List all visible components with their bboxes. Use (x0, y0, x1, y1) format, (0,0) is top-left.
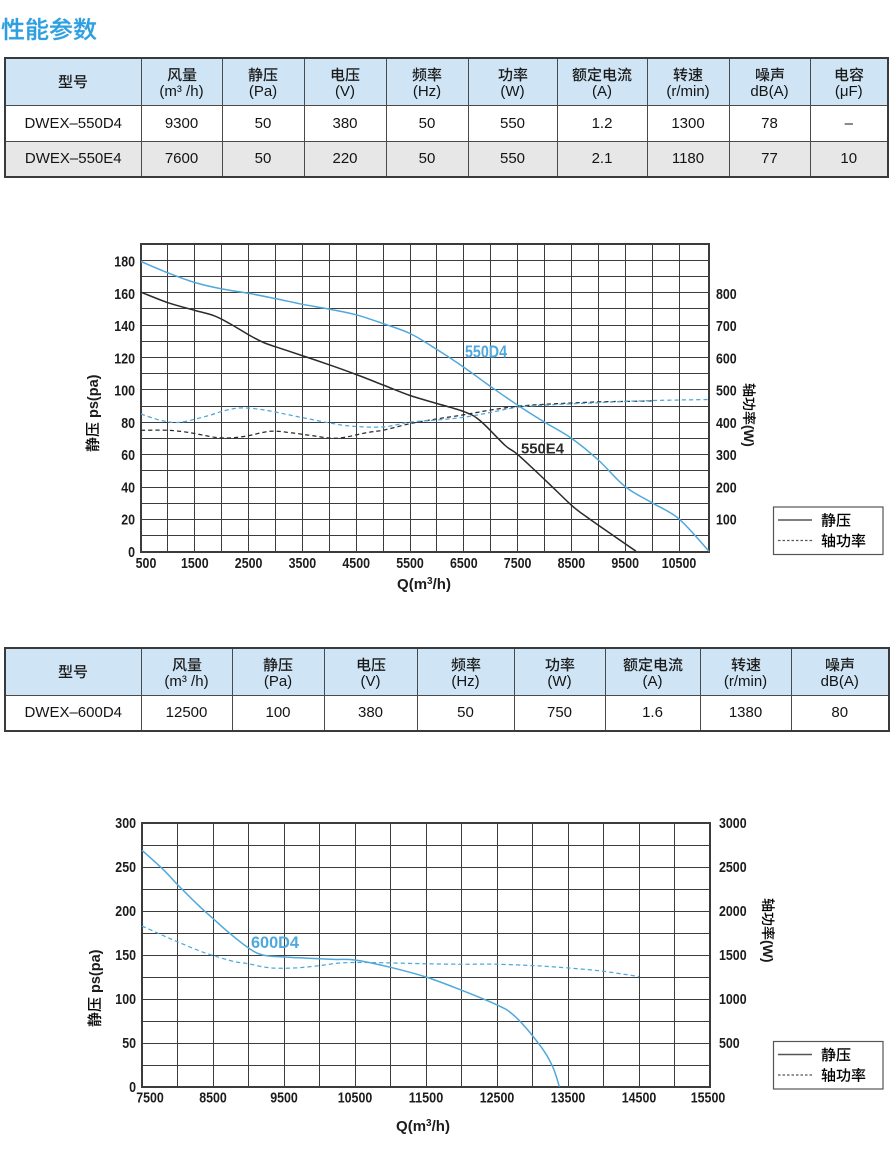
svg-text:0: 0 (128, 544, 135, 561)
svg-text:0: 0 (129, 1079, 136, 1096)
svg-text:20: 20 (121, 512, 135, 529)
svg-text:180: 180 (114, 254, 135, 271)
svg-text:500: 500 (136, 555, 157, 572)
svg-text:50: 50 (122, 1035, 136, 1052)
svg-text:300: 300 (716, 447, 737, 464)
svg-text:15500: 15500 (691, 1090, 726, 1107)
svg-text:2000: 2000 (719, 903, 747, 920)
svg-text:12500: 12500 (480, 1090, 515, 1107)
svg-text:140: 140 (114, 318, 135, 335)
svg-text:550D4: 550D4 (465, 342, 507, 362)
svg-text:14500: 14500 (622, 1090, 657, 1107)
svg-text:600D4: 600D4 (251, 933, 300, 952)
svg-text:13500: 13500 (551, 1090, 586, 1107)
svg-text:3000: 3000 (719, 815, 747, 832)
svg-text:300: 300 (115, 815, 136, 832)
svg-text:500: 500 (719, 1035, 740, 1052)
svg-text:1000: 1000 (719, 991, 747, 1008)
svg-text:(W): (W) (741, 425, 756, 447)
svg-text:80: 80 (121, 415, 135, 432)
svg-text:200: 200 (115, 903, 136, 920)
svg-text:500: 500 (716, 383, 737, 400)
svg-text:10500: 10500 (338, 1090, 373, 1107)
svg-text:120: 120 (114, 350, 135, 367)
svg-text:Q(m3/h): Q(m3/h) (396, 1118, 450, 1135)
svg-text:3500: 3500 (289, 555, 317, 572)
svg-text:150: 150 (115, 947, 136, 964)
svg-text:160: 160 (114, 286, 135, 303)
svg-text:1500: 1500 (181, 555, 209, 572)
svg-text:200: 200 (716, 479, 737, 496)
svg-text:2500: 2500 (719, 859, 747, 876)
svg-text:100: 100 (115, 991, 136, 1008)
svg-text:9500: 9500 (611, 555, 639, 572)
svg-text:600: 600 (716, 350, 737, 367)
svg-text:800: 800 (716, 286, 737, 303)
svg-text:400: 400 (716, 415, 737, 432)
svg-text:100: 100 (716, 512, 737, 529)
svg-text:1500: 1500 (719, 947, 747, 964)
svg-text:2500: 2500 (235, 555, 263, 572)
svg-text:40: 40 (121, 479, 135, 496)
svg-text:100: 100 (114, 383, 135, 400)
svg-text:60: 60 (121, 447, 135, 464)
svg-text:9500: 9500 (270, 1090, 298, 1107)
svg-text:6500: 6500 (450, 555, 478, 572)
svg-text:7500: 7500 (504, 555, 532, 572)
svg-text:4500: 4500 (342, 555, 370, 572)
svg-text:Q(m3/h): Q(m3/h) (397, 576, 451, 593)
svg-text:700: 700 (716, 318, 737, 335)
svg-text:5500: 5500 (396, 555, 424, 572)
svg-text:7500: 7500 (136, 1090, 164, 1107)
svg-text:11500: 11500 (409, 1090, 444, 1107)
svg-text:8500: 8500 (558, 555, 586, 572)
svg-text:ps(pa): ps(pa) (88, 949, 104, 993)
svg-text:(W): (W) (760, 940, 776, 963)
svg-text:10500: 10500 (662, 555, 697, 572)
svg-text:ps(pa): ps(pa) (86, 374, 102, 418)
svg-text:550E4: 550E4 (521, 442, 564, 458)
svg-text:8500: 8500 (199, 1090, 227, 1107)
svg-text:250: 250 (115, 859, 136, 876)
